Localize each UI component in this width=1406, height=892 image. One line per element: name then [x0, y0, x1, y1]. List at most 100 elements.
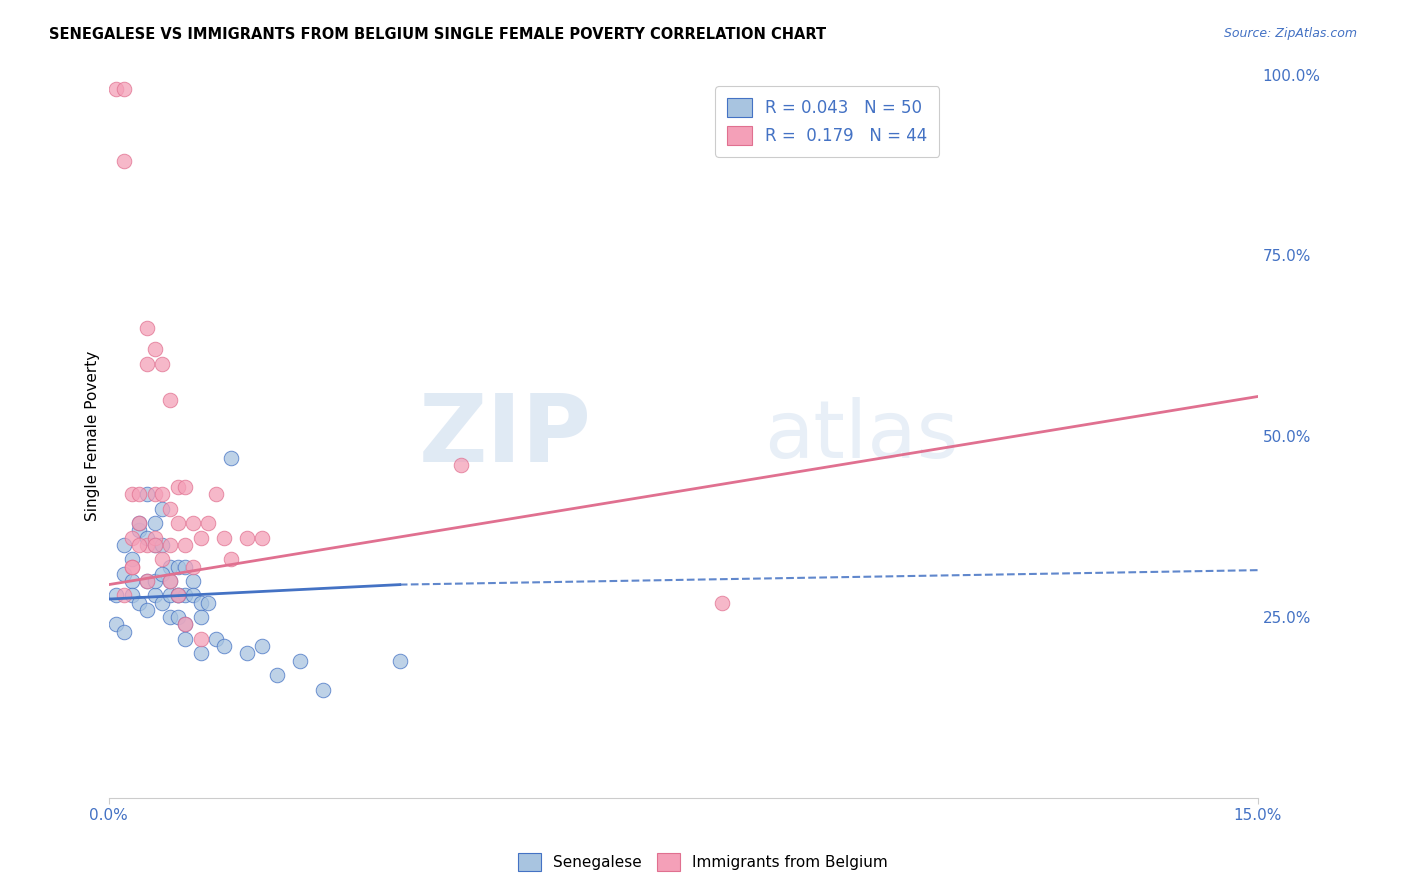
- Point: [128, 516, 150, 530]
- Point: [219, 450, 242, 465]
- Point: [150, 566, 173, 581]
- Point: [143, 487, 166, 501]
- Y-axis label: Single Female Poverty: Single Female Poverty: [86, 351, 100, 522]
- Point: [143, 574, 166, 588]
- Point: [190, 531, 212, 545]
- Point: [136, 320, 159, 334]
- Point: [212, 639, 235, 653]
- Point: [112, 538, 135, 552]
- Point: [150, 596, 173, 610]
- Point: [128, 524, 150, 538]
- Point: [128, 487, 150, 501]
- Point: [159, 574, 181, 588]
- Point: [174, 559, 197, 574]
- Point: [388, 654, 411, 668]
- Point: [190, 646, 212, 660]
- Point: [166, 480, 188, 494]
- Point: [121, 487, 143, 501]
- Point: [143, 516, 166, 530]
- Point: [105, 589, 128, 603]
- Point: [174, 617, 197, 632]
- Point: [150, 552, 173, 566]
- Point: [143, 538, 166, 552]
- Point: [312, 682, 335, 697]
- Point: [266, 668, 288, 682]
- Point: [288, 654, 311, 668]
- Point: [197, 596, 219, 610]
- Point: [181, 559, 204, 574]
- Point: [159, 538, 181, 552]
- Point: [159, 501, 181, 516]
- Text: Source: ZipAtlas.com: Source: ZipAtlas.com: [1223, 27, 1357, 40]
- Point: [136, 574, 159, 588]
- Point: [143, 343, 166, 357]
- Legend: Senegalese, Immigrants from Belgium: Senegalese, Immigrants from Belgium: [509, 844, 897, 880]
- Text: SENEGALESE VS IMMIGRANTS FROM BELGIUM SINGLE FEMALE POVERTY CORRELATION CHART: SENEGALESE VS IMMIGRANTS FROM BELGIUM SI…: [49, 27, 827, 42]
- Point: [159, 589, 181, 603]
- Point: [235, 531, 257, 545]
- Point: [112, 624, 135, 639]
- Point: [181, 589, 204, 603]
- Point: [205, 487, 228, 501]
- Point: [250, 639, 273, 653]
- Point: [150, 501, 173, 516]
- Point: [128, 516, 150, 530]
- Legend: R = 0.043   N = 50, R =  0.179   N = 44: R = 0.043 N = 50, R = 0.179 N = 44: [716, 87, 939, 157]
- Point: [121, 559, 143, 574]
- Point: [174, 617, 197, 632]
- Point: [174, 480, 197, 494]
- Point: [166, 589, 188, 603]
- Point: [159, 574, 181, 588]
- Point: [235, 646, 257, 660]
- Point: [112, 589, 135, 603]
- Point: [136, 574, 159, 588]
- Point: [710, 596, 733, 610]
- Text: atlas: atlas: [763, 397, 957, 475]
- Point: [181, 516, 204, 530]
- Point: [121, 589, 143, 603]
- Point: [166, 610, 188, 624]
- Point: [105, 82, 128, 96]
- Point: [150, 538, 173, 552]
- Point: [174, 538, 197, 552]
- Point: [136, 538, 159, 552]
- Point: [150, 357, 173, 371]
- Point: [159, 610, 181, 624]
- Point: [181, 574, 204, 588]
- Point: [166, 589, 188, 603]
- Point: [166, 589, 188, 603]
- Point: [136, 603, 159, 617]
- Point: [112, 566, 135, 581]
- Point: [219, 552, 242, 566]
- Point: [205, 632, 228, 646]
- Point: [190, 596, 212, 610]
- Point: [166, 516, 188, 530]
- Point: [250, 531, 273, 545]
- Point: [112, 154, 135, 169]
- Point: [150, 487, 173, 501]
- Point: [174, 589, 197, 603]
- Point: [121, 559, 143, 574]
- Point: [136, 531, 159, 545]
- Point: [190, 632, 212, 646]
- Point: [121, 552, 143, 566]
- Text: ZIP: ZIP: [419, 391, 592, 483]
- Point: [105, 617, 128, 632]
- Point: [190, 610, 212, 624]
- Point: [159, 393, 181, 408]
- Point: [128, 596, 150, 610]
- Point: [143, 538, 166, 552]
- Point: [136, 487, 159, 501]
- Point: [450, 458, 472, 473]
- Point: [166, 559, 188, 574]
- Point: [197, 516, 219, 530]
- Point: [159, 559, 181, 574]
- Point: [112, 82, 135, 96]
- Point: [143, 531, 166, 545]
- Point: [136, 357, 159, 371]
- Point: [121, 574, 143, 588]
- Point: [212, 531, 235, 545]
- Point: [121, 531, 143, 545]
- Point: [143, 589, 166, 603]
- Point: [174, 632, 197, 646]
